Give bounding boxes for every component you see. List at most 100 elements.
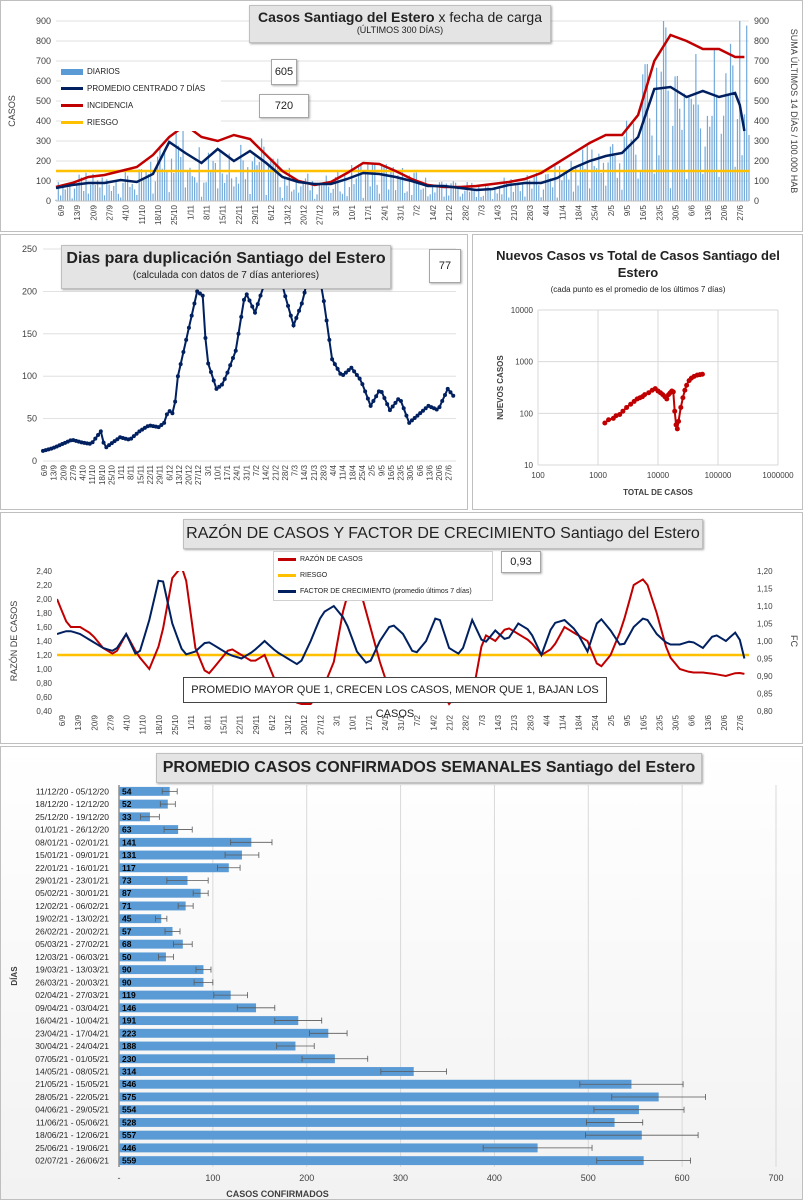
daily-bar bbox=[443, 196, 445, 201]
y-tick-label: 10 bbox=[524, 461, 533, 470]
y2-tick-label: 300 bbox=[754, 136, 769, 146]
x-tick-label: 28/3 bbox=[319, 464, 328, 480]
daily-bar bbox=[413, 172, 415, 201]
y-tick-label: 2,40 bbox=[36, 567, 52, 576]
daily-bar bbox=[64, 189, 66, 201]
doubling-point bbox=[418, 411, 423, 416]
daily-bar bbox=[464, 190, 466, 201]
y2-tick-label: 100 bbox=[754, 176, 769, 186]
daily-bar bbox=[390, 169, 392, 201]
daily-bar bbox=[138, 169, 140, 201]
legend-item-promedio: PROMEDIO CENTRADO 7 DÍAS bbox=[61, 80, 221, 97]
x-tick-label: 18/10 bbox=[155, 714, 164, 735]
y-tick-label: 50 bbox=[27, 414, 37, 424]
daily-bar bbox=[628, 144, 630, 201]
category-label: 04/06/21 - 29/05/21 bbox=[35, 1105, 109, 1115]
y2-axis-label: FC bbox=[789, 635, 799, 647]
x-tick-label: 15/11 bbox=[136, 464, 145, 484]
daily-bar bbox=[170, 158, 173, 201]
daily-bar bbox=[681, 129, 683, 201]
daily-bar bbox=[244, 179, 247, 201]
scatter-point bbox=[674, 426, 680, 432]
daily-bar bbox=[177, 145, 180, 201]
daily-bar bbox=[307, 173, 309, 201]
x-tick-label: 1000 bbox=[589, 471, 607, 480]
daily-bar bbox=[399, 179, 401, 201]
weekly-bar bbox=[119, 939, 183, 949]
doubling-point bbox=[164, 412, 169, 417]
legend-item-riesgo: RIESGO bbox=[61, 114, 221, 131]
daily-bar bbox=[436, 187, 438, 201]
daily-bar bbox=[690, 98, 692, 201]
weekly-bar bbox=[119, 914, 162, 924]
daily-bar bbox=[517, 182, 519, 201]
weekly-bar bbox=[119, 990, 231, 1000]
x-tick-label: 27/6 bbox=[736, 714, 745, 730]
x-tick-label: 31/1 bbox=[397, 204, 406, 220]
daily-bar bbox=[157, 156, 159, 201]
daily-bar bbox=[718, 176, 720, 201]
daily-bar bbox=[124, 168, 126, 201]
x-tick-label: 20/6 bbox=[720, 204, 729, 220]
doubling-chart-subtitle: (calculada con datos de 7 días anteriore… bbox=[132, 270, 320, 281]
daily-bar bbox=[367, 163, 369, 201]
x-tick-label: 10000 bbox=[647, 471, 670, 480]
doubling-point bbox=[186, 325, 191, 330]
x-tick-label: 29/11 bbox=[252, 714, 261, 734]
x-tick-label: 11/4 bbox=[339, 464, 348, 480]
doubling-point bbox=[283, 294, 288, 299]
weekly-bar bbox=[119, 1067, 414, 1076]
x-tick-label: 16/5 bbox=[387, 464, 396, 480]
daily-bar bbox=[625, 120, 628, 201]
doubling-point bbox=[302, 290, 307, 295]
doubling-point bbox=[247, 298, 252, 303]
daily-bar bbox=[71, 198, 73, 201]
x-tick-label: 24/1 bbox=[380, 204, 389, 220]
x-tick-label: 11/4 bbox=[559, 714, 568, 730]
weekly-bar bbox=[119, 1054, 335, 1064]
ratio-chart-title-box: RAZÓN DE CASOS Y FACTOR DE CRECIMIENTO S… bbox=[183, 519, 703, 549]
doubling-point bbox=[437, 405, 442, 410]
weekly-bar bbox=[119, 876, 188, 885]
x-tick-label: 6/12 bbox=[268, 714, 277, 730]
daily-bar bbox=[501, 194, 503, 201]
y-tick-label: 800 bbox=[36, 36, 51, 46]
x-tick-label: 25/4 bbox=[358, 464, 367, 480]
daily-bar bbox=[381, 165, 383, 201]
y-tick-label: 1,00 bbox=[36, 665, 52, 674]
doubling-point bbox=[442, 392, 447, 397]
scatter-point bbox=[620, 408, 626, 414]
x-tick-label: 18/10 bbox=[154, 204, 163, 225]
daily-bar bbox=[418, 183, 420, 201]
weekly-bar bbox=[119, 901, 186, 911]
daily-bar bbox=[672, 125, 674, 201]
bar-value-label: 141 bbox=[122, 837, 136, 847]
y-tick-label: 2,00 bbox=[36, 595, 52, 604]
doubling-point bbox=[206, 361, 211, 366]
bar-value-label: 50 bbox=[122, 952, 132, 962]
x-tick-label: 8/11 bbox=[127, 464, 136, 480]
daily-bar bbox=[457, 188, 459, 201]
y-axis-label: RAZÓN DE CASOS bbox=[9, 601, 19, 682]
doubling-point bbox=[346, 368, 351, 373]
daily-bar bbox=[589, 188, 591, 201]
x-tick-label: 13/9 bbox=[50, 464, 59, 480]
category-label: 28/05/21 - 22/05/21 bbox=[35, 1092, 109, 1102]
x-tick-label: 2/5 bbox=[368, 464, 377, 476]
x-tick-label: 6/9 bbox=[58, 714, 67, 726]
daily-bar bbox=[455, 182, 457, 201]
y-tick-label: 700 bbox=[36, 56, 51, 66]
x-tick-label: 9/5 bbox=[377, 464, 386, 476]
daily-bar bbox=[237, 183, 240, 201]
doubling-point bbox=[409, 418, 414, 423]
daily-bar bbox=[711, 115, 713, 201]
daily-bar bbox=[175, 126, 177, 201]
daily-bar bbox=[113, 185, 115, 201]
y2-tick-label: 1,15 bbox=[757, 585, 773, 594]
doubling-point bbox=[233, 348, 238, 353]
x-tick-label: 28/2 bbox=[461, 204, 470, 220]
x-tick-label: 18/4 bbox=[348, 464, 357, 480]
daily-bar bbox=[316, 194, 318, 201]
x-tick-label: 6/6 bbox=[416, 464, 425, 476]
x-tick-label: 3/1 bbox=[332, 714, 341, 726]
